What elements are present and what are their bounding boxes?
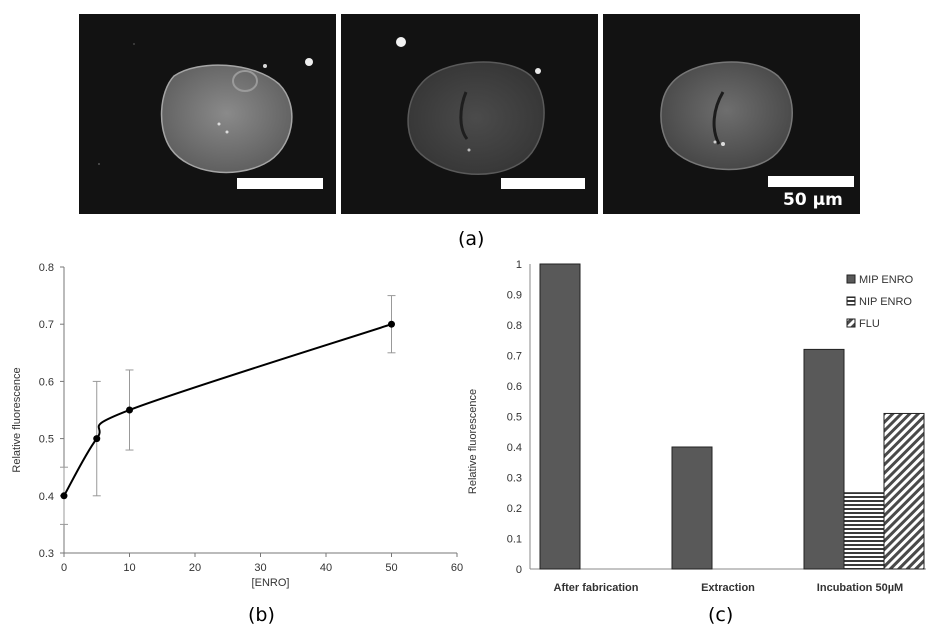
micrograph-panel-1 — [79, 14, 336, 214]
series-line — [63, 323, 392, 497]
legend-swatch — [846, 274, 856, 284]
x-tick-label: 30 — [254, 562, 266, 574]
y-tick-label: 0 — [516, 564, 522, 576]
x-tick-label: After fabrication — [554, 582, 639, 594]
data-point — [60, 492, 68, 500]
y-tick-label: 0.7 — [39, 319, 54, 331]
legend-label: NIP ENRO — [859, 296, 912, 308]
x-tick-label: 10 — [123, 562, 135, 574]
micrograph-2-image — [396, 37, 545, 176]
y-tick-label: 0.9 — [507, 290, 522, 302]
micrograph-panel-2 — [341, 14, 598, 214]
scale-bar-1 — [237, 178, 323, 189]
chart-b: 0.3 0.4 0.5 0.6 0.7 0.8 0 10 20 30 40 50 60 [ENRO] Rel… — [11, 262, 463, 589]
y-tick-label: 0.3 — [507, 473, 522, 485]
y-tick-label: 0.4 — [39, 491, 54, 503]
x-tick-label: Extraction — [701, 582, 755, 594]
bar-nip-enro — [843, 492, 885, 570]
y-tick-label: 0.5 — [507, 412, 522, 424]
legend-label: FLU — [859, 318, 880, 330]
x-tick-label: 40 — [320, 562, 332, 574]
x-tick-label: 50 — [385, 562, 397, 574]
scale-label: 50 µm — [783, 190, 843, 210]
chart-c: 0 0.1 0.2 0.3 0.4 0.5 0.6 0.7 0.8 0.9 1 Relative fl… — [467, 259, 926, 594]
bar-mip-enro — [803, 348, 845, 570]
y-tick-label: 0.6 — [507, 381, 522, 393]
x-tick-label: 60 — [451, 562, 463, 574]
x-axis-label: [ENRO] — [252, 577, 290, 589]
scale-bar-3 — [768, 176, 854, 187]
caption-a: (a) — [458, 228, 485, 250]
micrograph-1-image — [98, 43, 313, 174]
y-tick-label: 0.7 — [507, 351, 522, 363]
bar-mip-enro — [671, 446, 713, 570]
y-tick-label: 0.2 — [507, 503, 522, 515]
bar-mip-enro — [539, 263, 581, 570]
legend-label: MIP ENRO — [859, 274, 914, 286]
caption-c: (c) — [708, 604, 734, 626]
y-tick-label: 1 — [516, 259, 522, 271]
y-tick-label: 0.8 — [39, 262, 54, 274]
micrograph-panel-3: 50 µm — [603, 14, 860, 214]
x-tick-label: 20 — [189, 562, 201, 574]
bar-flu — [883, 412, 925, 570]
data-point — [126, 406, 133, 414]
legend-swatch — [846, 296, 856, 306]
y-tick-label: 0.5 — [39, 434, 54, 446]
scale-bar-2 — [501, 178, 585, 189]
x-tick-label: Incubation 50µM — [817, 582, 903, 594]
micrograph-3-image — [660, 61, 793, 171]
legend-swatch — [846, 318, 856, 328]
y-tick-label: 0.6 — [39, 376, 54, 388]
y-axis-label: Relative fluorescence — [467, 389, 479, 494]
x-tick-label: 0 — [61, 562, 67, 574]
y-tick-label: 0.1 — [507, 534, 522, 546]
data-point — [388, 320, 395, 328]
y-tick-label: 0.8 — [507, 320, 522, 332]
caption-b: (b) — [248, 604, 275, 626]
data-point — [93, 435, 101, 443]
y-tick-label: 0.4 — [507, 442, 522, 454]
y-tick-label: 0.3 — [39, 548, 54, 560]
y-axis-label: Relative fluorescence — [11, 367, 23, 472]
